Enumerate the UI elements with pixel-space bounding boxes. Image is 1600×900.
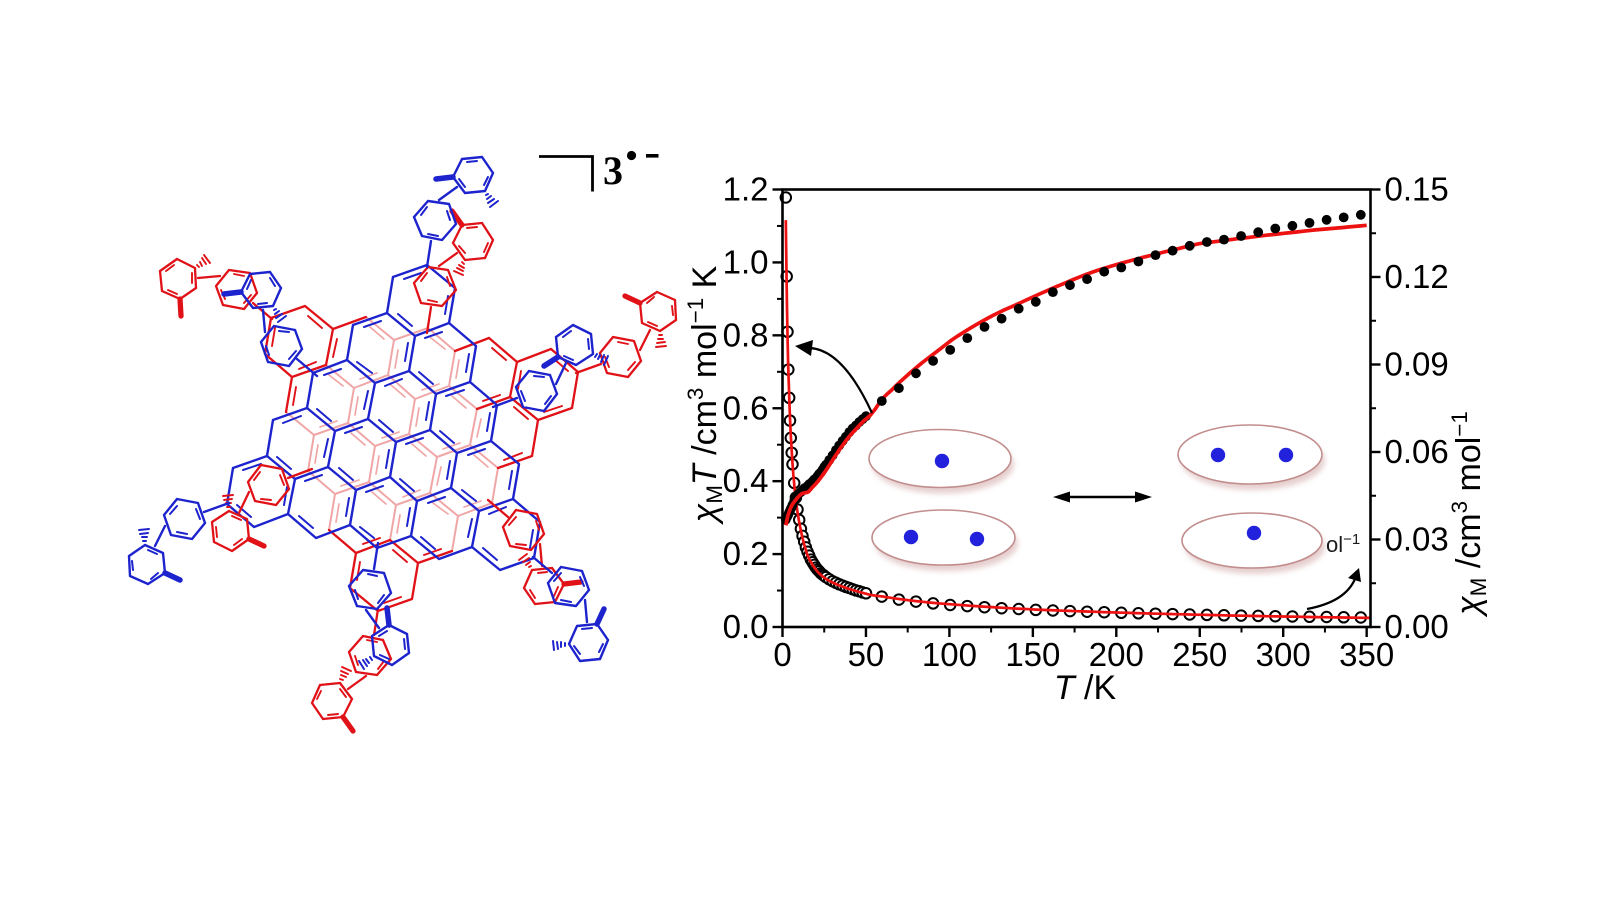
y-left-tick-label: 1.2 (723, 171, 769, 208)
arrow-to-right-axis-head (1348, 568, 1361, 582)
ellipse-orbital (871, 509, 1016, 566)
x-tick-label: 250 (1172, 636, 1227, 673)
ellipse-orbital (1181, 512, 1323, 569)
y-left-tick-label: 0.4 (723, 462, 769, 499)
equilibrium-arrow-icon (1053, 491, 1152, 503)
x-tick-label: 300 (1256, 636, 1311, 673)
series-chiMT-data-sparse (876, 209, 1366, 406)
y-right-tick-label: 0.03 (1385, 521, 1449, 558)
electron-dot-icon (903, 529, 919, 545)
spin-ellipse-2 (1177, 424, 1325, 490)
y-left-tick-label: 0.8 (723, 316, 769, 353)
electron-dot-icon (1278, 447, 1294, 463)
axes: 0 50 100 150 200 250 300 350 0.0 0.2 0.4 0.6 0.8 1.0 1… (723, 171, 1449, 674)
radical-dot-icon (626, 150, 637, 161)
y-left-tick-label: 0.6 (723, 389, 769, 426)
y-right-tick-label: 0.15 (1385, 171, 1449, 208)
electron-dot-icon (1246, 525, 1262, 541)
x-axis-title: T /K (1054, 669, 1117, 707)
y-left-tick-label: 0.0 (723, 608, 769, 645)
spin-ellipse-3 (1181, 512, 1325, 574)
compound-number: 3 (603, 148, 623, 193)
compound-label: 3 (539, 148, 659, 193)
arrow-to-left-axis (809, 346, 873, 414)
x-tick-label: 0 (773, 636, 791, 673)
molecule-back-core-exposed (263, 304, 580, 613)
x-tick-label: 200 (1089, 636, 1144, 673)
series-chiMT-fit-line (783, 223, 1367, 526)
molecule-front-core (225, 263, 542, 572)
arrow-to-left-axis-head (795, 340, 813, 356)
bracket-icon (539, 155, 594, 192)
y-left-axis-title: χMT /cm3 mol−1 K (683, 265, 727, 525)
molecule-back-core-occluded (285, 316, 499, 552)
molecule-front-substituents (127, 155, 610, 670)
cropped-text-artifact: ol−1 (1326, 531, 1360, 557)
y-left-tick-label: 1.0 (723, 243, 769, 280)
x-tick-label: 150 (1005, 636, 1060, 673)
arrow-to-right-axis (1306, 578, 1357, 611)
x-tick-label: 100 (922, 636, 977, 673)
y-right-tick-label: 0.06 (1385, 433, 1449, 470)
compound-label-group: 3 (539, 148, 659, 193)
electron-dot-icon (934, 453, 950, 469)
y-right-tick-label: 0.12 (1385, 258, 1449, 295)
annotations (795, 340, 1361, 611)
molecule-structure-3-radical-anion (127, 155, 678, 734)
spin-ellipse-0 (868, 428, 1014, 494)
y-left-tick-label: 0.2 (723, 535, 769, 572)
x-tick-label: 50 (848, 636, 885, 673)
y-right-axis-title: χM /cm3 mol−1 (1447, 411, 1491, 618)
negative-charge-icon (646, 154, 659, 158)
x-tick-label: 350 (1339, 636, 1394, 673)
electron-dot-icon (969, 531, 985, 547)
y-right-tick-label: 0.00 (1385, 608, 1449, 645)
electron-dot-icon (1210, 447, 1226, 463)
inset-spin-scheme: ol−1 (868, 424, 1360, 574)
molecule-panel: 3 (0, 0, 760, 900)
ellipse-orbital (1177, 424, 1323, 485)
spin-ellipse-1 (871, 509, 1018, 571)
y-right-tick-label: 0.09 (1385, 346, 1449, 383)
